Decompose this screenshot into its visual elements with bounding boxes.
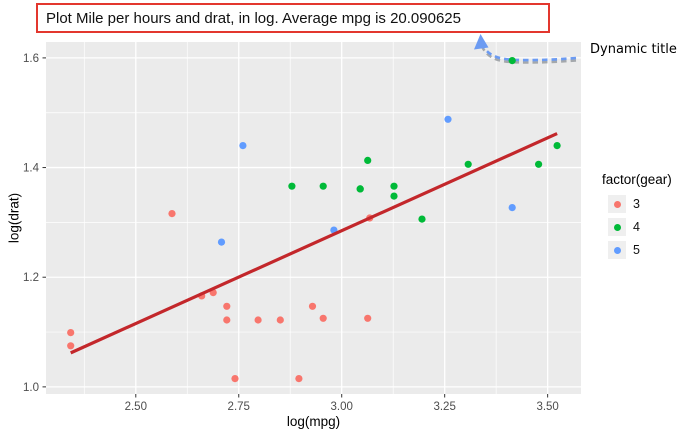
data-point-gear-3 xyxy=(276,316,284,324)
legend-item-gear-3: 3 xyxy=(602,195,672,213)
trend-line xyxy=(70,132,558,355)
data-point-gear-3 xyxy=(223,302,231,310)
legend-key xyxy=(608,218,626,236)
data-point-gear-3 xyxy=(231,375,239,383)
data-point-gear-5 xyxy=(444,115,452,123)
plot-title: Plot Mile per hours and drat, in log. Av… xyxy=(46,9,461,27)
legend-title: factor(gear) xyxy=(602,172,672,187)
data-point-gear-4 xyxy=(356,185,364,193)
data-point-gear-3 xyxy=(308,302,317,310)
y-tick-label: 1.0 xyxy=(23,382,39,394)
annotation-arrow-shadow xyxy=(481,46,577,64)
data-point-gear-4 xyxy=(508,57,516,65)
data-point-gear-5 xyxy=(217,238,226,246)
data-point-gear-3 xyxy=(67,329,75,337)
x-tick-label: 3.50 xyxy=(536,401,558,413)
y-axis-title: log(drat) xyxy=(6,192,22,244)
data-point-gear-4 xyxy=(464,160,472,168)
legend-key xyxy=(608,195,626,213)
x-tick-label: 3.00 xyxy=(331,401,353,413)
data-point-gear-4 xyxy=(418,215,426,223)
data-point-gear-4 xyxy=(553,142,561,150)
plot-panel xyxy=(46,42,581,394)
data-point-gear-3 xyxy=(67,342,75,350)
y-tick-label: 1.6 xyxy=(23,53,39,65)
data-point-gear-4 xyxy=(390,192,398,200)
y-tick-label: 1.4 xyxy=(23,163,40,175)
x-tick-label: 2.75 xyxy=(228,401,250,413)
legend-item-gear-5: 5 xyxy=(602,241,672,259)
x-tick-label: 3.25 xyxy=(433,401,455,413)
data-point-gear-3 xyxy=(364,314,372,322)
legend: factor(gear) 3 4 5 xyxy=(602,172,672,264)
data-point-gear-3 xyxy=(319,314,327,322)
legend-dot-icon xyxy=(613,200,621,208)
annotation-arrowhead-icon xyxy=(474,34,489,50)
x-axis-title: log(mpg) xyxy=(286,414,341,429)
data-point-gear-4 xyxy=(390,182,398,190)
data-point-gear-3 xyxy=(223,316,231,324)
legend-item-label: 3 xyxy=(633,197,640,211)
annotation-label: Dynamic title xyxy=(590,42,677,57)
y-tick-label: 1.2 xyxy=(23,272,39,284)
data-point-gear-4 xyxy=(535,160,543,168)
data-point-gear-4 xyxy=(319,182,327,190)
data-point-gear-3 xyxy=(168,210,176,218)
data-point-gear-3 xyxy=(254,316,262,324)
data-point-gear-5 xyxy=(239,142,247,150)
data-point-gear-4 xyxy=(288,182,296,190)
data-point-gear-3 xyxy=(295,375,303,383)
data-point-gear-5 xyxy=(508,204,516,212)
legend-key xyxy=(608,241,626,259)
data-point-gear-4 xyxy=(364,156,372,164)
legend-item-label: 4 xyxy=(633,220,640,234)
legend-dot-icon xyxy=(613,246,621,254)
x-tick-label: 2.50 xyxy=(125,401,147,413)
plot-title-box: Plot Mile per hours and drat, in log. Av… xyxy=(36,3,550,33)
annotation-arrow-curve xyxy=(481,44,577,62)
legend-dot-icon xyxy=(613,223,621,231)
legend-item-gear-4: 4 xyxy=(602,218,672,236)
legend-item-label: 5 xyxy=(633,243,640,257)
